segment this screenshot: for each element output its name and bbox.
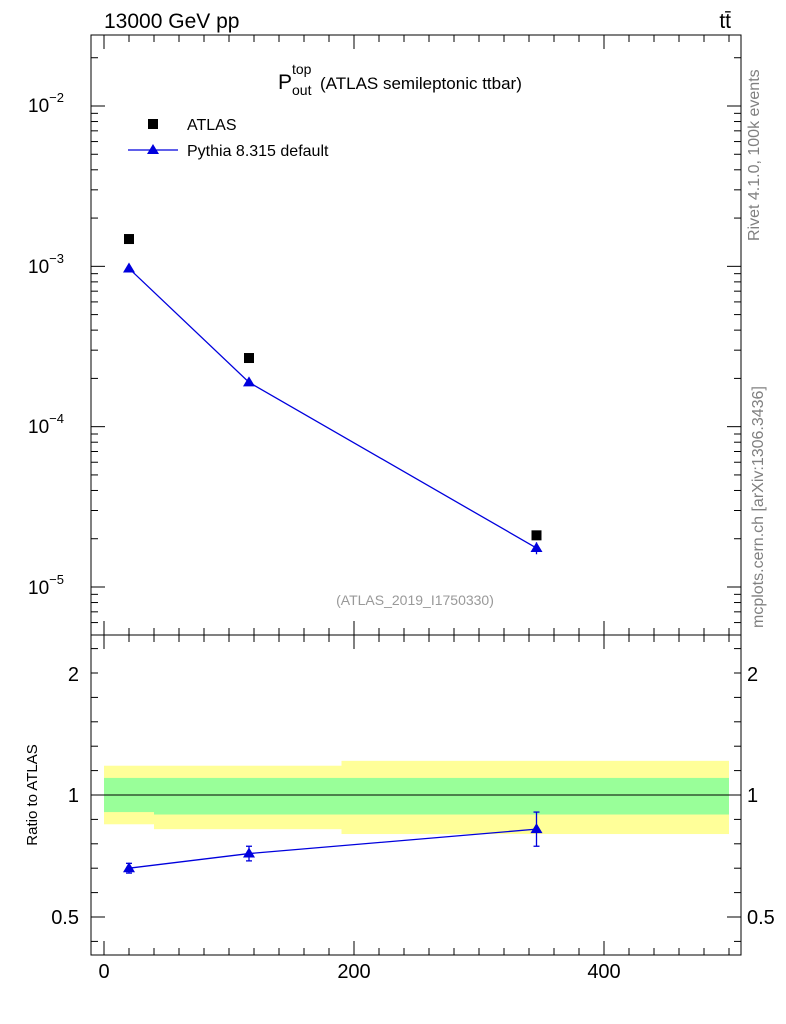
y-tick-label-1e-3: 10−3	[28, 251, 64, 278]
ratio-y-tick-0.5: 0.5	[51, 907, 79, 929]
x-tick-label-0: 0	[98, 961, 109, 983]
main-data-layer	[123, 234, 543, 555]
main-ticks	[91, 35, 741, 635]
y-tick-label-1e-5: 10−5	[28, 572, 64, 599]
atlas-point	[244, 353, 254, 364]
ratio-band-inner	[154, 777, 342, 815]
main-plot: 10−2 10−3 10−4 10−5 P top out (ATLAS sem…	[28, 34, 742, 636]
ratio-mc-line	[128, 828, 537, 869]
analysis-watermark: (ATLAS_2019_I1750330)	[336, 592, 494, 608]
ratio-y-tick-2-right: 2	[747, 664, 758, 686]
ratio-data-layer	[123, 811, 543, 874]
legend-atlas-label: ATLAS	[187, 117, 237, 134]
header-left: 13000 GeV pp	[104, 10, 239, 33]
mcplots-label: mcplots.cern.ch [arXiv:1306.3436]	[750, 386, 767, 628]
plot-title: P	[278, 71, 292, 94]
ratio-bands	[104, 760, 729, 835]
plot-title-rest: (ATLAS semileptonic ttbar)	[320, 74, 522, 93]
ratio-y-axis-title: Ratio to ATLAS	[24, 744, 41, 845]
x-tick-label-200: 200	[337, 961, 370, 983]
header-right: tt̄	[719, 10, 731, 33]
x-tick-label-400: 400	[587, 961, 620, 983]
atlas-point	[531, 530, 542, 541]
ratio-mc-point	[123, 862, 135, 873]
main-y-tick-labels: 10−2 10−3 10−4 10−5	[28, 90, 64, 599]
ratio-band-inner	[341, 777, 729, 815]
ratio-y-tick-1-right: 1	[747, 785, 758, 807]
ratio-y-tick-1: 1	[68, 785, 79, 807]
ratio-plot: 2 1 0.5 2 1 0.5 Ratio to ATLAS 0 200 400	[24, 634, 775, 983]
ratio-mc-point	[243, 847, 255, 858]
legend-mc-marker	[147, 144, 159, 154]
rivet-label: Rivet 4.1.0, 100k events	[746, 69, 763, 241]
mc-point	[530, 542, 543, 553]
legend-mc-label: Pythia 8.315 default	[187, 143, 329, 160]
y-tick-label-1e-2: 10−2	[28, 90, 64, 117]
legend-atlas-marker	[148, 119, 158, 129]
ratio-y-tick-0.5-right: 0.5	[747, 907, 775, 929]
y-tick-label-1e-4: 10−4	[28, 411, 64, 438]
ratio-mc-point	[530, 823, 543, 834]
ratio-ticks	[91, 635, 741, 955]
plot-title-sub: out	[292, 82, 312, 98]
ratio-y-tick-2: 2	[68, 664, 79, 686]
atlas-point	[124, 234, 134, 245]
mc-point	[243, 376, 255, 387]
mc-series-line	[128, 267, 537, 549]
legend: ATLAS Pythia 8.315 default	[128, 117, 329, 160]
mc-point	[123, 262, 135, 273]
plot-title-sup: top	[292, 61, 312, 77]
